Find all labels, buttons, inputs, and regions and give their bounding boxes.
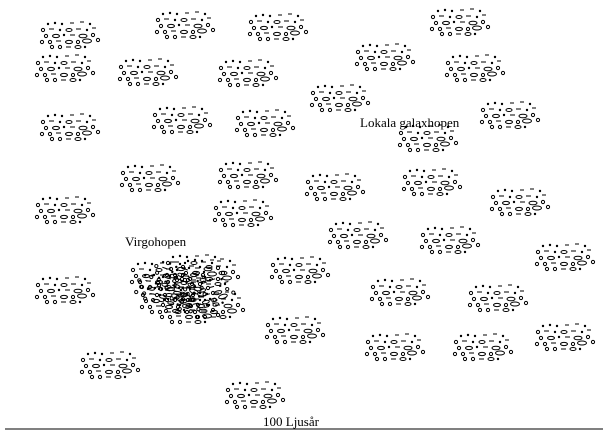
virgo-cluster xyxy=(130,255,244,324)
local-group-label: Lokala galaxhopen xyxy=(360,115,460,130)
clusters xyxy=(35,9,594,409)
page: {"labels": {"local_group": "Lokala galax… xyxy=(0,0,613,432)
diagram: Lokala galaxhopen Virgohopen 100 Ljusår xyxy=(0,0,613,432)
virgo-label: Virgohopen xyxy=(125,234,187,249)
scale-label: 100 Ljusår xyxy=(263,414,320,429)
